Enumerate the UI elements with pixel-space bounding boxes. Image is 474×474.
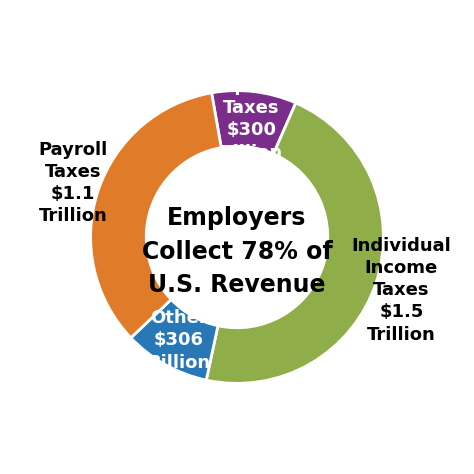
Text: Individual
Income
Taxes
$1.5
Trillion: Individual Income Taxes $1.5 Trillion	[352, 237, 451, 344]
Wedge shape	[131, 300, 218, 380]
Text: Payroll
Taxes
$1.1
Trillion: Payroll Taxes $1.1 Trillion	[38, 141, 108, 225]
Wedge shape	[91, 93, 221, 338]
Circle shape	[146, 146, 328, 328]
Text: Other
$306
Billion: Other $306 Billion	[147, 309, 210, 372]
Text: Collect 78% of: Collect 78% of	[142, 240, 332, 264]
Text: Employers: Employers	[167, 206, 307, 230]
Wedge shape	[206, 103, 383, 383]
Wedge shape	[211, 91, 296, 154]
Text: Corporate
Taxes
$300
Billion: Corporate Taxes $300 Billion	[201, 77, 302, 162]
Text: U.S. Revenue: U.S. Revenue	[148, 273, 326, 297]
